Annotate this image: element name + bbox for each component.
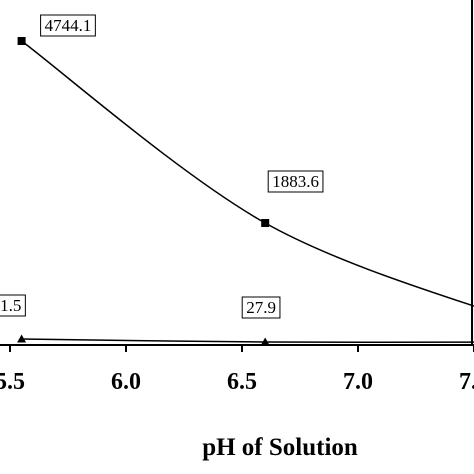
data-label: 27.9 [246, 298, 276, 317]
series-line-square [21, 40, 474, 307]
data-label: 1883.6 [272, 172, 319, 191]
data-point-square [261, 219, 270, 227]
plot-area [17, 37, 474, 346]
x-axis-title: pH of Solution [202, 434, 358, 461]
series-line-triangle [21, 338, 474, 343]
x-tick-label: 5.5 [0, 369, 25, 395]
x-axis: 5.5 6.0 6.5 7.0 7.5 [0, 0, 474, 395]
data-labels: 4744.1 1883.6 91.5 27.9 [0, 14, 324, 319]
data-label: 4744.1 [45, 16, 92, 35]
x-tick-label: 7.0 [343, 369, 373, 395]
x-tick-label: 6.5 [227, 369, 257, 395]
data-point-triangle [17, 334, 27, 343]
data-label-box [267, 170, 324, 193]
x-tick-label: 7.5 [459, 369, 474, 395]
x-tick-label: 6.0 [111, 369, 141, 395]
data-point-triangle [260, 337, 270, 346]
data-label-box [0, 294, 26, 317]
data-point-square [17, 37, 26, 45]
data-label: 91.5 [0, 296, 21, 315]
data-label-box [40, 14, 96, 37]
data-label-box [241, 296, 281, 319]
